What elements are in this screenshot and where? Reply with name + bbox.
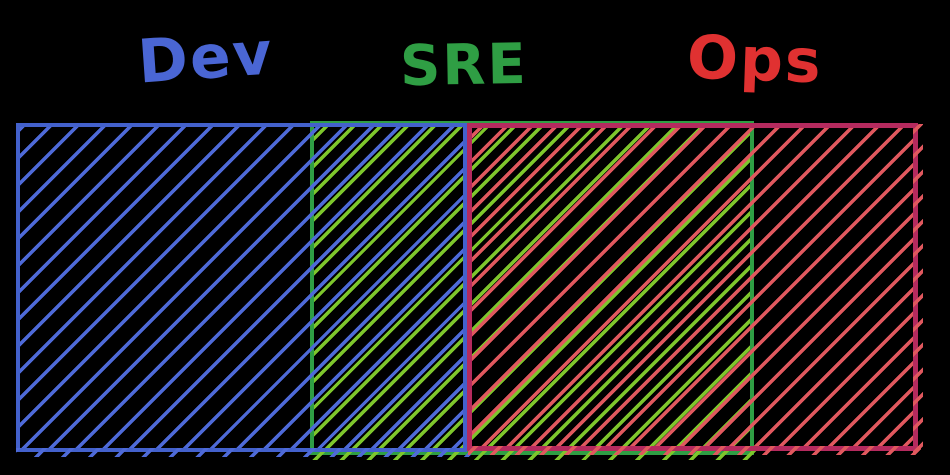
sre-label: SRE: [399, 31, 529, 100]
dev-label: Dev: [135, 18, 276, 98]
ops-label: Ops: [685, 22, 824, 98]
ops-rectangle: [467, 123, 923, 455]
dev-rectangle: [16, 123, 471, 457]
